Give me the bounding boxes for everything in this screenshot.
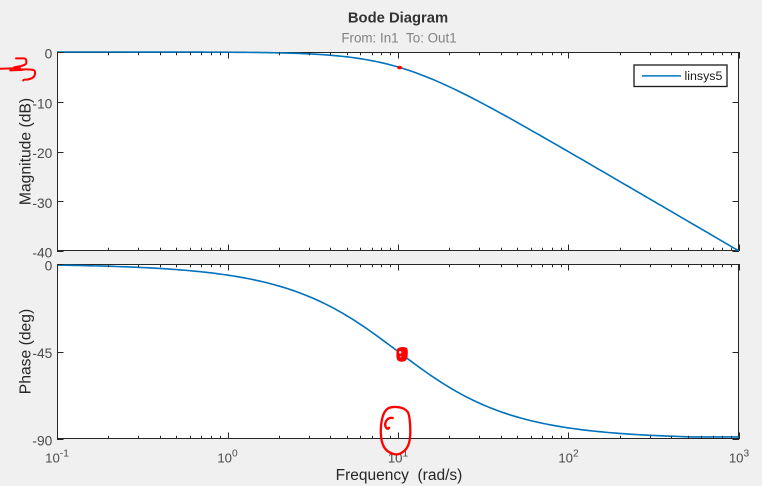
svg-text:Frequency (rad/s): Frequency (rad/s): [336, 467, 463, 484]
svg-text:-45: -45: [32, 346, 52, 361]
svg-text:From: In1 To: Out1: From: In1 To: Out1: [341, 31, 456, 46]
svg-text:0: 0: [45, 47, 53, 62]
svg-text:linsys5: linsys5: [685, 69, 723, 83]
svg-text:-90: -90: [32, 434, 52, 449]
svg-text:-20: -20: [32, 146, 52, 161]
svg-text:Magnitude (dB): Magnitude (dB): [18, 98, 35, 205]
svg-text:Phase (deg): Phase (deg): [18, 309, 35, 394]
svg-text:-40: -40: [32, 246, 52, 261]
svg-text:Bode Diagram: Bode Diagram: [348, 11, 448, 27]
svg-text:0: 0: [45, 259, 53, 274]
svg-text:-10: -10: [32, 96, 52, 111]
svg-text:-30: -30: [32, 196, 52, 211]
